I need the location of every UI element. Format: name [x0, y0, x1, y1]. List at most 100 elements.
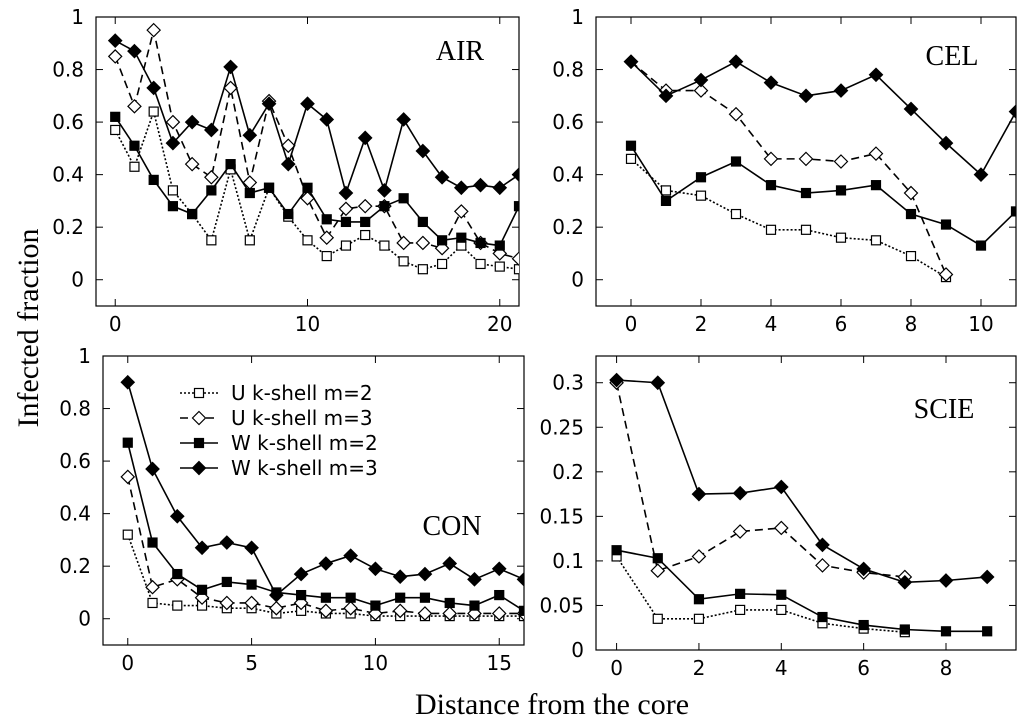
series-line-2 — [114, 29, 519, 260]
data-point — [223, 80, 238, 96]
series-group — [107, 22, 519, 275]
data-point — [221, 576, 232, 588]
data-point — [318, 556, 334, 571]
data-point — [269, 587, 284, 603]
data-point — [695, 190, 707, 201]
data-point — [392, 569, 408, 585]
data-point — [419, 592, 431, 603]
legend-entry: U k-shell m=3 — [180, 406, 373, 430]
data-point — [321, 250, 332, 262]
data-point — [244, 540, 259, 556]
data-point — [973, 167, 989, 182]
data-point — [184, 114, 200, 130]
data-point — [300, 96, 315, 112]
data-point — [609, 372, 624, 388]
data-point — [691, 486, 707, 502]
data-point — [660, 195, 672, 207]
data-point — [695, 172, 707, 183]
plot-frame — [595, 355, 1017, 651]
data-point — [728, 106, 744, 122]
series-line-1 — [114, 108, 519, 271]
plot-frame — [102, 355, 525, 646]
y-tick-label: 0.05 — [539, 593, 584, 617]
series-line-2 — [126, 476, 524, 615]
data-point — [415, 143, 431, 159]
data-point — [516, 571, 524, 587]
data-point — [979, 569, 995, 585]
data-point — [146, 22, 162, 38]
data-point — [110, 124, 121, 136]
data-point — [167, 185, 179, 196]
data-point — [280, 156, 296, 172]
x-tick-label: 5 — [245, 651, 258, 675]
data-point — [165, 114, 181, 130]
series-line-1 — [630, 158, 947, 278]
y-tick-label: 1 — [571, 5, 584, 29]
data-point — [172, 568, 183, 580]
y-tick-label: 0.8 — [552, 58, 584, 82]
x-tick-label: 0 — [625, 312, 638, 336]
data-point — [398, 193, 409, 204]
x-tick-label: 10 — [363, 651, 388, 675]
data-point — [280, 138, 296, 154]
data-point — [269, 600, 284, 616]
data-point — [858, 619, 869, 631]
data-point — [377, 183, 392, 198]
y-tick-label: 0 — [71, 268, 84, 292]
data-point — [319, 112, 335, 127]
data-point — [442, 606, 458, 621]
data-point — [357, 130, 373, 146]
data-point — [903, 101, 919, 117]
data-point — [658, 88, 674, 104]
data-point — [225, 159, 236, 170]
series-line-4 — [114, 39, 519, 196]
data-point — [899, 624, 910, 635]
data-point — [456, 232, 467, 243]
data-point — [147, 597, 158, 609]
legend-label: W k-shell m=2 — [231, 431, 378, 455]
legend-label: W k-shell m=3 — [231, 456, 378, 480]
data-point — [242, 127, 258, 143]
data-point — [244, 187, 255, 199]
data-point — [319, 230, 335, 246]
data-point — [147, 537, 158, 548]
legend-entry: U k-shell m=2 — [180, 381, 373, 405]
plot-frame — [595, 16, 1017, 307]
x-tick-label: 4 — [775, 656, 788, 680]
x-tick-label: 6 — [857, 656, 870, 680]
data-point — [204, 169, 219, 185]
data-point — [148, 174, 159, 185]
data-point — [815, 558, 830, 573]
data-point — [835, 185, 847, 196]
data-point — [728, 54, 744, 70]
y-tick-label: 0.4 — [52, 163, 84, 187]
data-point — [467, 571, 482, 587]
x-tick-label: 20 — [487, 312, 512, 336]
series-line-2 — [630, 61, 947, 275]
data-point — [127, 98, 142, 114]
data-point — [817, 611, 828, 623]
data-point — [415, 235, 431, 251]
series-line-4 — [630, 60, 1016, 176]
data-point — [868, 67, 884, 83]
data-point — [693, 72, 709, 88]
y-tick-label: 0.15 — [539, 504, 584, 528]
data-point — [475, 237, 486, 249]
data-point — [122, 437, 133, 448]
data-point — [475, 258, 486, 270]
data-point — [379, 240, 390, 251]
data-point — [417, 216, 428, 228]
data-point — [693, 594, 705, 605]
panel-title: SCIE — [914, 394, 975, 425]
data-point — [611, 545, 622, 556]
data-point — [870, 180, 882, 191]
x-tick-label: 8 — [940, 656, 953, 680]
series-line-4 — [616, 379, 988, 584]
data-point — [120, 469, 136, 485]
data-point — [206, 185, 217, 196]
data-point — [398, 256, 409, 267]
data-point — [343, 548, 358, 564]
data-point — [652, 553, 663, 564]
data-point — [296, 589, 307, 601]
data-point — [1008, 104, 1016, 119]
